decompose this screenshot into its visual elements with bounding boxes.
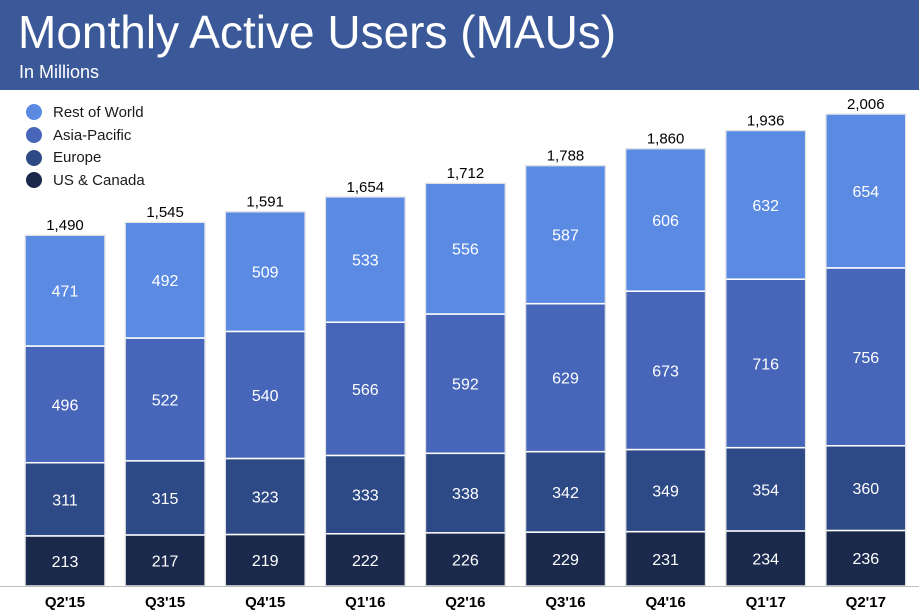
bar-total-label: 1,545 — [146, 204, 184, 221]
segment-value-label: 540 — [252, 388, 279, 405]
bar-segment — [124, 534, 206, 587]
bar-group: 222 333 566 533 1,654 Q1'16 — [324, 179, 407, 611]
bar-segment — [724, 278, 807, 449]
segment-value-label: 354 — [752, 482, 779, 499]
bar-total-label: 2,006 — [847, 96, 885, 113]
legend-label: Asia-Pacific — [53, 126, 132, 144]
segment-value-label: 323 — [252, 489, 279, 506]
x-tick-label: Q2'17 — [846, 594, 886, 611]
segment-value-label: 236 — [852, 551, 879, 568]
legend-label: Rest of World — [53, 103, 144, 121]
chart-subtitle: In Millions — [19, 62, 100, 82]
legend-item-us-canada: US & Canada — [26, 169, 226, 192]
segment-value-label: 234 — [752, 551, 779, 568]
segment-value-label: 716 — [752, 356, 779, 373]
x-tick-label: Q1'16 — [345, 594, 385, 611]
bar-segment — [724, 530, 807, 587]
segment-value-label: 654 — [852, 184, 879, 201]
segment-value-label: 566 — [352, 382, 379, 399]
x-tick-label: Q4'16 — [645, 594, 685, 611]
chart-legend: Rest of World Asia-Pacific Europe US & C… — [26, 101, 226, 192]
bar-group: 229 342 629 587 1,788 Q3'16 — [524, 148, 607, 611]
bar-total-label: 1,490 — [46, 217, 84, 234]
bar-group: 226 338 592 556 1,712 Q2'16 — [424, 165, 507, 611]
legend-item-rest-of-world: Rest of World — [26, 101, 226, 124]
bar-segment — [324, 321, 407, 457]
segment-value-label: 592 — [452, 377, 479, 394]
segment-value-label: 629 — [552, 371, 579, 388]
bar-segment — [524, 164, 607, 305]
bar-group: 219 323 540 509 1,591 Q4'15 — [224, 194, 306, 611]
bar-total-label: 1,936 — [747, 112, 785, 129]
x-tick-label: Q3'16 — [545, 594, 585, 611]
chart-title: Monthly Active Users (MAUs) — [18, 6, 617, 58]
legend-label: US & Canada — [53, 171, 145, 189]
bar-total-label: 1,591 — [246, 194, 284, 211]
x-tick-label: Q3'15 — [145, 594, 185, 611]
bar-segment — [324, 454, 407, 535]
segment-value-label: 213 — [52, 554, 79, 571]
segment-value-label: 333 — [352, 488, 379, 505]
bar-segment — [424, 313, 507, 455]
bar-segment — [224, 457, 306, 536]
bar-total-label: 1,860 — [647, 131, 685, 148]
bar-segment — [524, 531, 607, 587]
bar-group: 234 354 716 632 1,936 Q1'17 — [724, 112, 807, 611]
segment-value-label: 217 — [152, 553, 179, 570]
bar-group: 231 349 673 606 1,860 Q4'16 — [624, 131, 707, 611]
x-tick-label: Q2'16 — [445, 594, 485, 611]
segment-value-label: 606 — [652, 213, 679, 230]
segment-value-label: 231 — [652, 552, 679, 569]
bar-segment — [624, 530, 707, 587]
bar-segment — [124, 337, 206, 462]
bar-total-label: 1,654 — [347, 179, 385, 196]
legend-swatch-rest-of-world — [26, 104, 42, 121]
bar-segment — [424, 532, 507, 587]
bar-segment — [624, 290, 707, 451]
bar-segment — [224, 533, 306, 587]
x-tick-label: Q1'17 — [746, 594, 786, 611]
legend-swatch-asia-pacific — [26, 127, 42, 144]
bar-total-label: 1,712 — [447, 165, 485, 182]
segment-value-label: 342 — [552, 485, 579, 502]
chart-header: Monthly Active Users (MAUs) In Millions — [0, 0, 919, 90]
segment-value-label: 338 — [452, 486, 479, 503]
segment-value-label: 229 — [552, 552, 579, 569]
segment-value-label: 349 — [652, 484, 679, 501]
bar-segment — [524, 302, 607, 453]
bar-segment — [324, 533, 407, 587]
bar-group: 217 315 522 492 1,545 Q3'15 — [124, 204, 206, 611]
segment-value-label: 509 — [252, 265, 279, 282]
x-tick-label: Q4'15 — [245, 594, 285, 611]
segment-value-label: 522 — [152, 392, 179, 409]
segment-value-label: 673 — [652, 363, 679, 380]
legend-item-asia-pacific: Asia-Pacific — [26, 124, 226, 147]
legend-swatch-europe — [26, 149, 42, 166]
segment-value-label: 311 — [52, 492, 78, 509]
segment-value-label: 496 — [52, 397, 79, 414]
segment-value-label: 226 — [452, 552, 479, 569]
segment-value-label: 556 — [452, 242, 479, 259]
bar-group: 213 311 496 471 1,490 Q2'15 — [24, 217, 106, 611]
segment-value-label: 360 — [852, 481, 879, 498]
legend-item-europe: Europe — [26, 146, 226, 169]
segment-value-label: 533 — [352, 253, 379, 270]
segment-value-label: 471 — [52, 284, 79, 301]
legend-label: Europe — [53, 149, 102, 167]
segment-value-label: 632 — [752, 198, 779, 215]
segment-value-label: 222 — [352, 553, 379, 570]
bar-group: 236 360 756 654 2,006 Q2'17 — [825, 96, 907, 611]
bar-total-label: 1,788 — [547, 148, 585, 165]
segment-value-label: 315 — [152, 491, 179, 508]
x-tick-label: Q2'15 — [45, 594, 85, 611]
segment-value-label: 219 — [252, 553, 279, 570]
legend-swatch-us-canada — [26, 172, 42, 189]
segment-value-label: 587 — [552, 228, 579, 245]
segment-value-label: 756 — [852, 350, 879, 367]
segment-value-label: 492 — [152, 273, 179, 290]
